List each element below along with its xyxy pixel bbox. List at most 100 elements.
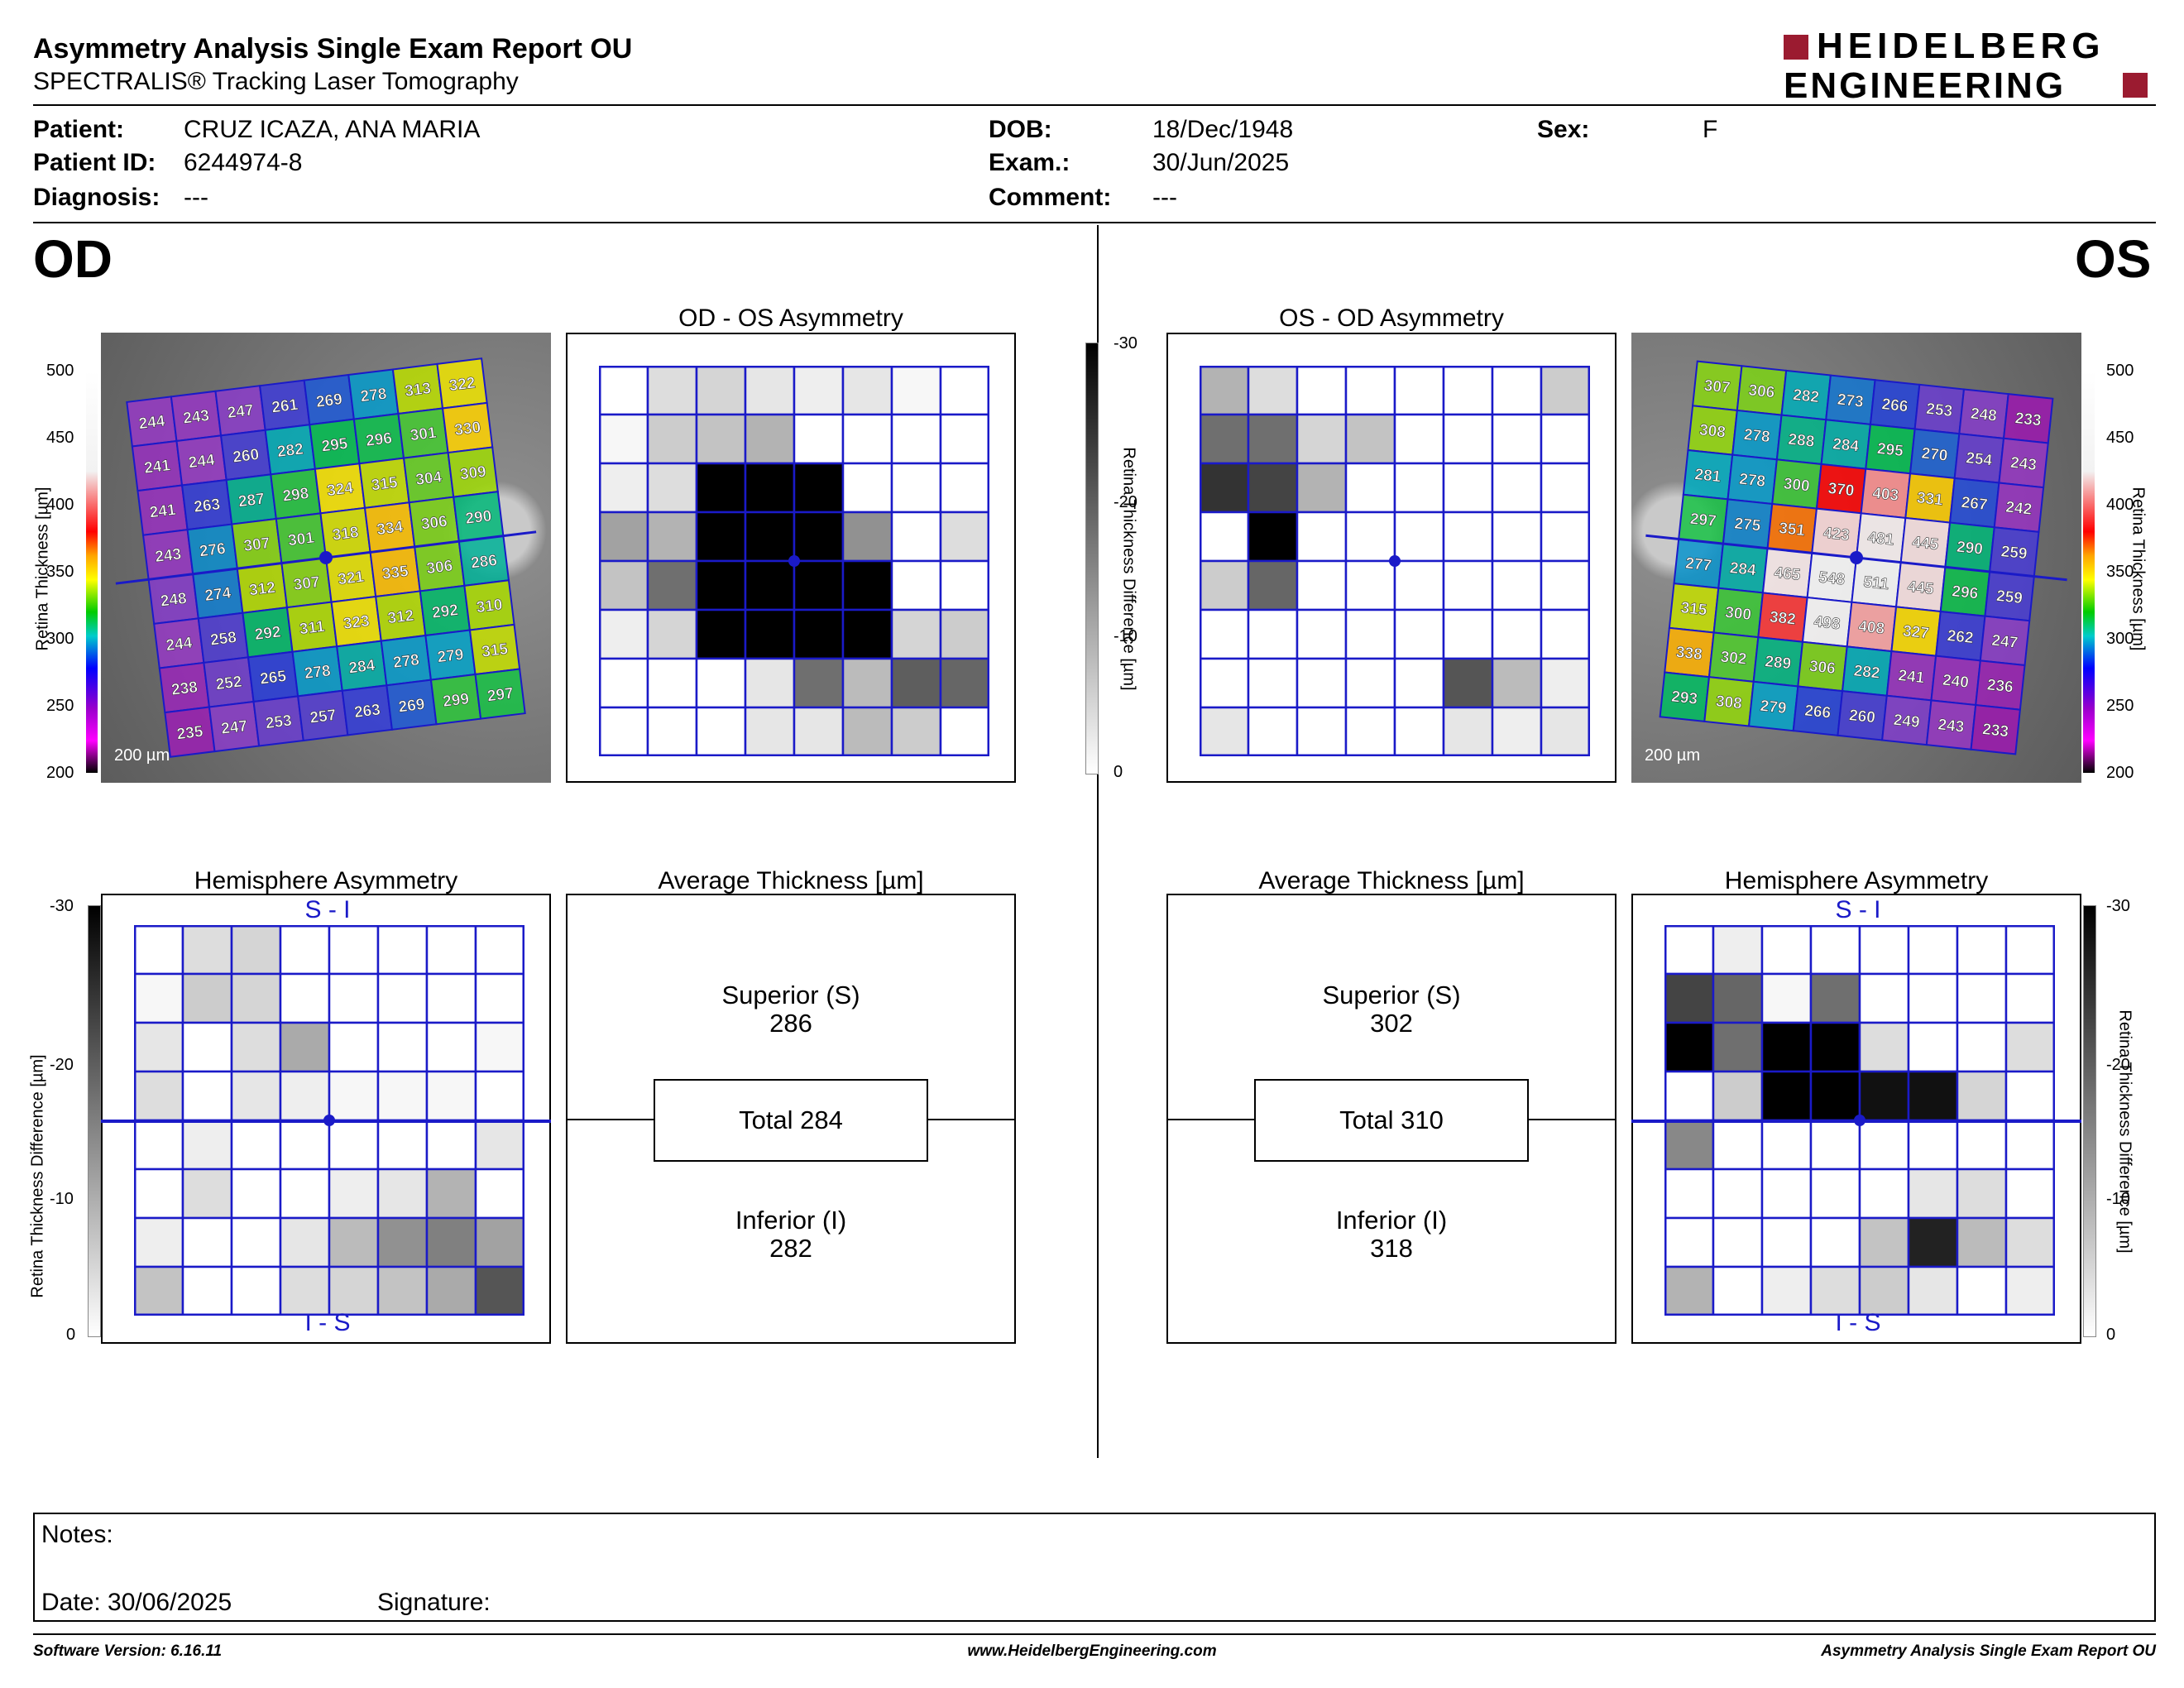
os-thick-sector-value: 445 — [1907, 578, 1935, 598]
od-tick-500: 500 — [46, 362, 74, 380]
od-hemi-cell — [474, 1119, 524, 1171]
od-scale-bar-label: 200 µm — [114, 746, 170, 765]
od-hemi-cell — [134, 1021, 184, 1073]
asym-colorbar-center — [1085, 343, 1099, 774]
os-asym-cell — [1200, 559, 1250, 611]
od-hemi-cell — [328, 1216, 380, 1268]
od-hemi-cell — [134, 1119, 184, 1171]
os-hemi-cell — [1712, 1021, 1764, 1073]
od-asym-cell — [939, 462, 989, 514]
od-thick-sector-value: 312 — [248, 579, 276, 600]
od-asym-cell — [646, 559, 698, 611]
os-hemi-cell — [1712, 1168, 1764, 1220]
os-hemi-cell — [1956, 1168, 2008, 1220]
od-hemi-cell — [376, 1021, 429, 1073]
os-hemi-tick-20: -20 — [2106, 1056, 2130, 1074]
od-thickness-map: 244 243 247 261 269 278 313 322 241 244 260 282 295 2… — [101, 333, 551, 783]
os-tick-500: 500 — [2106, 362, 2134, 380]
os-asym-cell — [1491, 511, 1543, 563]
os-asym-cell — [1247, 657, 1299, 709]
os-hemi-cell — [1760, 925, 1813, 976]
os-hemi-cell — [1858, 972, 1910, 1024]
os-asym-cell — [1540, 511, 1590, 563]
od-hemi-cell — [181, 972, 233, 1024]
os-thickness-scale: 500 450 400 350 300 250 200 Retina Thick… — [2081, 331, 2156, 786]
od-hemi-cell — [230, 1265, 282, 1316]
od-hemi-axis-title: Retina Thickness Difference [µm] — [28, 1054, 47, 1298]
os-asym-cell — [1442, 706, 1494, 756]
os-avg-title: Average Thickness [µm] — [1258, 867, 1525, 894]
os-asym-cell — [1344, 413, 1396, 465]
os-asym-cell — [1296, 657, 1348, 709]
od-asym-cell — [939, 413, 989, 465]
os-thick-sector-value: 277 — [1684, 554, 1712, 574]
od-tick-300: 300 — [46, 630, 74, 648]
od-asym-cell — [646, 608, 698, 660]
od-hemi-cell — [134, 1070, 184, 1122]
os-hemi-cell — [1712, 1119, 1764, 1171]
os-hemi-cell — [1956, 1070, 2008, 1122]
os-hemi-scale: -30 -20 -10 0 Retina Thickness Differenc… — [2081, 897, 2156, 1349]
os-asym-cell — [1491, 462, 1543, 514]
exam-value: 30/Jun/2025 — [1152, 149, 1290, 176]
od-hemi-cell — [181, 925, 233, 976]
os-asym-cell — [1200, 608, 1250, 660]
os-hemi-cell — [1664, 1021, 1715, 1073]
os-asym-cell — [1491, 559, 1543, 611]
os-asym-cell — [1393, 511, 1445, 563]
os-asym-cell — [1540, 657, 1590, 709]
os-asym-cell — [1393, 657, 1445, 709]
od-thickness-colorbar — [86, 371, 98, 773]
od-thick-sector-value: 278 — [304, 662, 332, 683]
od-asym-cell — [793, 413, 845, 465]
os-hemi-cell — [1760, 1168, 1813, 1220]
os-thick-sector-value: 248 — [1970, 405, 1998, 425]
od-hemi-cell — [134, 1265, 184, 1316]
os-asym-cell — [1442, 413, 1494, 465]
os-thick-sector-value: 465 — [1774, 564, 1802, 584]
patient-label: Patient: — [33, 116, 125, 143]
os-thick-sector-value: 284 — [1729, 559, 1757, 579]
center-tick-0: 0 — [1114, 763, 1123, 781]
od-hemi-cell — [279, 1021, 331, 1073]
os-hemi-cell — [1664, 1168, 1715, 1220]
os-thick-sector-value: 498 — [1813, 613, 1842, 633]
notes-box: Notes: Date: 30/06/2025 Signature: — [33, 1513, 2156, 1622]
od-asym-cell — [599, 706, 649, 756]
os-hemi-cell — [1809, 1168, 1861, 1220]
os-asym-cell — [1200, 366, 1250, 416]
os-asym-cell — [1491, 657, 1543, 709]
footer-website-link[interactable]: www.HeidelbergEngineering.com — [967, 1642, 1217, 1660]
od-hemi-cell — [425, 925, 477, 976]
od-thick-sector-value: 287 — [237, 491, 266, 511]
os-thick-sector-value: 308 — [1698, 421, 1727, 441]
os-asym-cell — [1247, 366, 1299, 416]
os-asym-cell — [1296, 462, 1348, 514]
os-asym-border — [1200, 366, 1590, 756]
os-thick-sector-value: 254 — [1965, 449, 1993, 469]
os-asym-cell — [1393, 559, 1445, 611]
od-thick-sector-value: 279 — [437, 646, 465, 667]
os-hemi-cell — [2004, 1070, 2055, 1122]
od-hemi-cell — [474, 1021, 524, 1073]
os-hemi-cell — [2004, 972, 2055, 1024]
os-thick-sector-value: 279 — [1760, 698, 1788, 717]
os-asym-cell — [1344, 462, 1396, 514]
od-asym-cell — [646, 462, 698, 514]
od-thick-sector-value: 299 — [442, 690, 470, 711]
od-hemi-bottom-label: I - S — [304, 1309, 351, 1336]
os-inferior-value: 318 — [1370, 1234, 1413, 1263]
od-hemi-grid — [134, 925, 524, 1316]
os-thick-sector-value: 267 — [1961, 494, 1989, 514]
od-thick-sector-value: 247 — [220, 717, 248, 738]
os-thick-sector-value: 282 — [1853, 662, 1881, 682]
os-thick-sector-value: 247 — [1990, 632, 2019, 652]
od-asym-cell — [939, 559, 989, 611]
od-hemi-cell — [425, 1021, 477, 1073]
comment-value: --- — [1152, 184, 1177, 211]
os-asym-cell — [1442, 462, 1494, 514]
os-superior-label: Superior (S) — [1322, 981, 1461, 1009]
os-hemi-cell — [1956, 925, 2008, 976]
od-thick-sector-value: 297 — [486, 685, 515, 706]
od-asym-cell — [841, 608, 893, 660]
